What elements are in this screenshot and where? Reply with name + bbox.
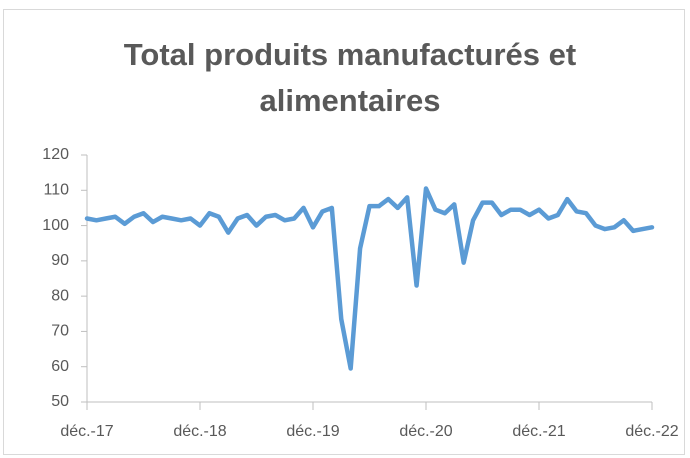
x-tick-label: déc.-20 — [399, 423, 452, 440]
y-tick-label: 120 — [42, 146, 69, 163]
y-tick-label: 70 — [51, 323, 69, 340]
y-tick-label: 110 — [43, 182, 69, 199]
x-tick-label: déc.-22 — [625, 423, 678, 440]
chart-frame — [3, 9, 685, 455]
x-tick-label: déc.-17 — [60, 423, 113, 440]
y-tick-label: 100 — [42, 217, 69, 234]
y-tick-label: 60 — [51, 358, 69, 375]
x-tick-label: déc.-21 — [512, 423, 565, 440]
x-tick-label: déc.-18 — [173, 423, 226, 440]
y-tick-label: 90 — [51, 252, 69, 269]
data-line — [84, 186, 655, 371]
y-tick-label: 80 — [51, 287, 69, 304]
x-tick-label: déc.-19 — [286, 423, 339, 440]
y-tick-label: 50 — [51, 393, 69, 410]
chart-title: Total produits manufacturés et alimentai… — [123, 37, 577, 118]
